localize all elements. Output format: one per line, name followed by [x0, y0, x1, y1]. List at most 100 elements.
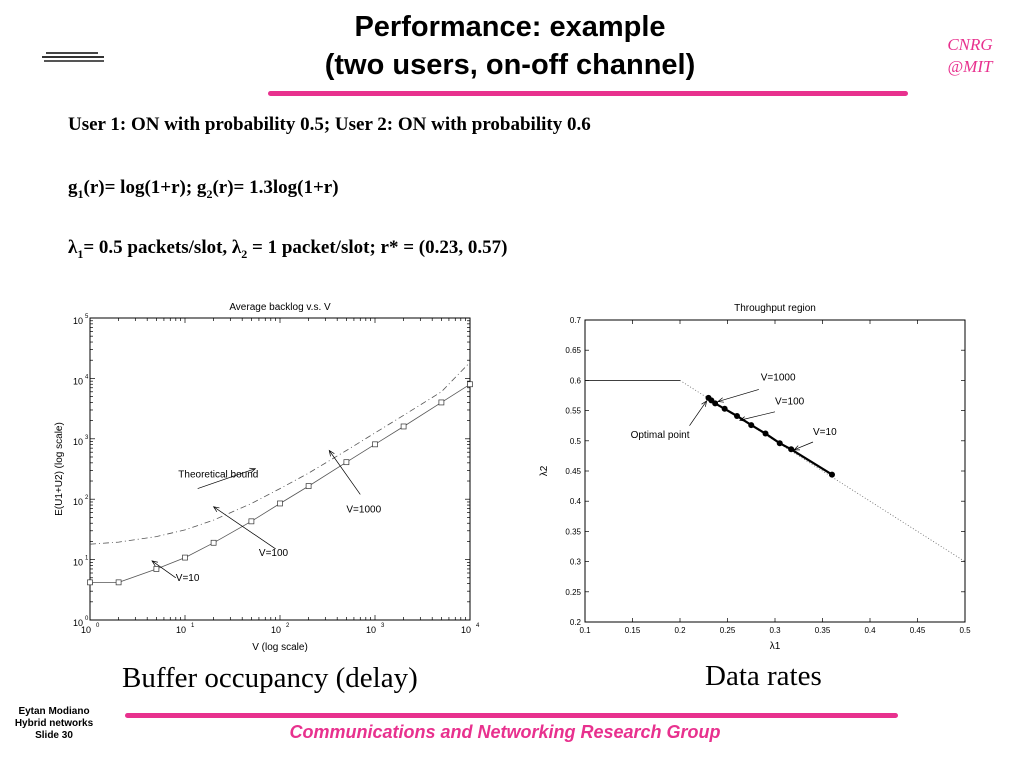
x-tick-label: 0.45: [910, 626, 926, 635]
y-tick-label: 10: [73, 376, 83, 386]
annotation-arrowhead: [738, 416, 746, 422]
y-tick-label: 0.4: [570, 497, 582, 506]
throughput-annotation: V=1000: [761, 372, 796, 383]
rate-part-3: = 1 packet/slot; r* = (0.23, 0.57): [247, 237, 508, 258]
annotation-arrow: [793, 441, 814, 451]
x-tick-label: 0.3: [769, 626, 781, 635]
y-tick-exponent: 4: [85, 374, 89, 380]
y-tick-exponent: 2: [85, 495, 89, 501]
y-tick-exponent: 1: [85, 556, 89, 562]
caption-left: Buffer occupancy (delay): [122, 662, 418, 694]
x-tick-label: 0.5: [959, 626, 971, 635]
x-tick-label: 10: [461, 625, 471, 635]
org-tag: CNRG @MIT: [930, 34, 1010, 78]
annotation-arrowhead: [151, 560, 158, 567]
operating-point: [762, 430, 769, 437]
body-line-rates: λ1= 0.5 packets/slot, λ2 = 1 packet/slot…: [68, 237, 507, 262]
utility-part-3: (r)= 1.3log(1+r): [212, 177, 339, 198]
operating-point: [712, 400, 719, 407]
throughput-chart: 0.1 0.15 0.2 0.25 0.3 0.35 0.4 0.45 0.5 0.2 0.25 0.…: [539, 303, 971, 652]
annotation-arrow: [197, 468, 256, 489]
slide-title-line2: (two users, on-off channel): [324, 49, 696, 81]
backlog-data-point: [248, 518, 255, 525]
backlog-data-point: [372, 441, 378, 448]
x-tick-label: 0.15: [625, 626, 641, 635]
y-tick-label: 10: [73, 316, 83, 326]
slide-title-line1: Performance: example: [354, 11, 666, 43]
y-tick-exponent: 0: [85, 616, 89, 622]
backlog-data-point: [182, 554, 188, 561]
y-tick-label: 10: [73, 497, 83, 507]
x-tick-label: 0.25: [720, 626, 736, 635]
y-tick-label: 0.55: [565, 407, 581, 416]
y-tick-label: 0.6: [570, 376, 582, 385]
backlog-chart-title: Average backlog v.s. V: [229, 302, 331, 313]
x-tick-label: 0.1: [579, 626, 591, 635]
operating-point: [776, 440, 783, 447]
annotation-arrow: [689, 400, 707, 426]
throughput-plot-frame: [584, 319, 966, 623]
org-tag-line1: CNRG: [947, 35, 993, 54]
y-tick-label: 0.65: [565, 346, 581, 355]
backlog-data-point: [438, 399, 445, 406]
footer-author: Eytan Modiano: [18, 706, 90, 717]
operating-point: [734, 413, 740, 420]
throughput-annotation: V=100: [775, 397, 805, 408]
backlog-chart: 10 0 10 1 10 2 10 3 10 410 010 110 210 310 410 5 Averag…: [54, 302, 480, 653]
annotation-arrowhead: [249, 467, 257, 473]
backlog-annotation: Theoretical bound: [178, 469, 258, 480]
operating-point: [748, 422, 755, 429]
institution-logo: [40, 50, 110, 66]
utility-part-2: (r)= log(1+r); g: [83, 177, 207, 198]
annotation-arrow: [328, 450, 361, 495]
backlog-data-point: [467, 381, 473, 388]
backlog-annotation: V=10: [176, 573, 200, 584]
x-tick-label: 10: [271, 625, 281, 635]
backlog-y-axis-label: E(U1+U2) (log scale): [54, 422, 65, 516]
backlog-data-point: [210, 539, 217, 546]
y-tick-label: 0.25: [565, 588, 581, 597]
y-tick-label: 0.2: [570, 618, 582, 627]
y-tick-label: 0.45: [565, 467, 581, 476]
footer-slide-number: Slide 30: [35, 730, 73, 741]
y-tick-label: 0.7: [570, 316, 582, 325]
region-boundary-slope: [679, 380, 966, 562]
footer-group-name: Communications and Networking Research G…: [289, 722, 721, 742]
body-line-utilities: g1(r)= log(1+r); g2(r)= 1.3log(1+r): [68, 177, 339, 202]
annotation-arrow: [717, 389, 759, 402]
title-underline: [268, 91, 908, 96]
y-tick-label: 0.35: [565, 527, 581, 536]
x-tick-label: 10: [366, 625, 376, 635]
annotation-arrow: [739, 411, 776, 421]
backlog-data-point: [400, 423, 407, 430]
theoretical-bound-line: [89, 362, 471, 545]
y-tick-label: 0.5: [570, 437, 582, 446]
utility-sub-1: 1: [77, 186, 84, 201]
backlog-x-axis-label: V (log scale): [252, 642, 308, 653]
annotation-arrowhead: [717, 397, 725, 403]
throughput-y-axis-label: λ2: [539, 465, 550, 476]
x-tick-label: 10: [81, 625, 91, 635]
annotation-arrowhead: [793, 445, 801, 451]
y-tick-exponent: 5: [85, 314, 89, 320]
x-tick-exponent: 4: [476, 623, 480, 629]
annotation-arrow: [151, 560, 176, 579]
backlog-data-point: [153, 566, 160, 572]
x-tick-exponent: 0: [96, 623, 100, 629]
annotation-arrowhead: [212, 506, 220, 512]
footer-course: Hybrid networks: [14, 718, 94, 729]
operating-point: [829, 471, 835, 478]
rate-sub-2: 2: [241, 246, 248, 261]
footer-divider: [125, 713, 898, 718]
org-tag-line2: @MIT: [947, 57, 993, 76]
footer-credit: Eytan Modiano Hybrid networks Slide 30: [4, 706, 104, 742]
operating-point: [721, 405, 728, 412]
y-tick-label: 10: [73, 437, 83, 447]
rate-part-2: = 0.5 packets/slot, λ: [83, 237, 242, 258]
backlog-data-point: [343, 459, 350, 466]
backlog-annotation: V=100: [259, 548, 289, 559]
x-tick-exponent: 3: [381, 623, 385, 629]
x-tick-exponent: 2: [286, 623, 290, 629]
y-tick-exponent: 3: [85, 435, 89, 441]
backlog-annotation: V=1000: [346, 505, 381, 516]
